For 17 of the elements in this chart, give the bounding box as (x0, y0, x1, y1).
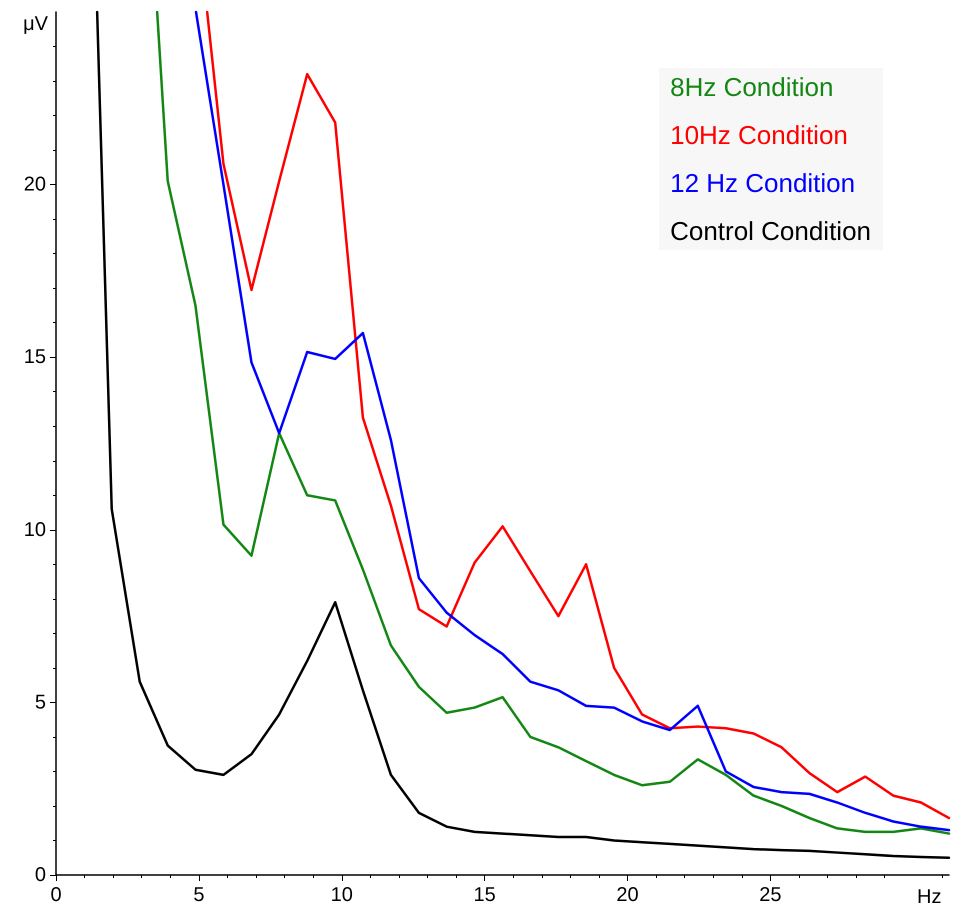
text: Control Condition (670, 216, 871, 246)
y-tick-label: 5 (34, 691, 46, 714)
text: 10Hz Condition (670, 120, 848, 150)
y-tick-label: 0 (34, 864, 46, 886)
x-tick-label: 0 (50, 884, 62, 906)
text: 12 Hz Condition (670, 168, 856, 198)
x-tick-label: 20 (616, 884, 639, 906)
y-tick-label: 10 (24, 518, 46, 541)
x-tick-label: 5 (193, 884, 204, 906)
y-tick-label: 20 (24, 174, 46, 196)
x-tick-label: 10 (330, 884, 353, 906)
text: 8Hz Condition (670, 72, 834, 102)
x-axis-title: Hz (917, 886, 942, 908)
y-axis-title: μV (23, 13, 49, 35)
x-tick-label: 15 (474, 884, 496, 906)
x-tick-label: 25 (759, 884, 782, 906)
y-tick-label: 15 (24, 346, 46, 368)
